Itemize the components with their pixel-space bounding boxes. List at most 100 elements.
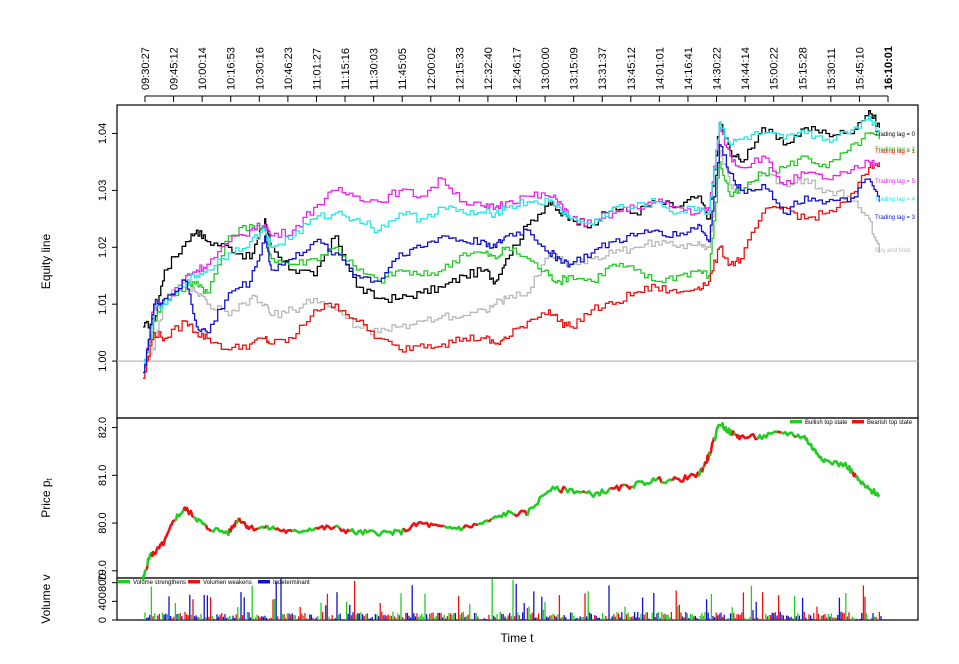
price-segment bbox=[192, 516, 207, 527]
time-tick-label: 09:45:12 bbox=[169, 47, 181, 90]
price-segment bbox=[780, 430, 796, 437]
equity-y-tick-label: 1.04 bbox=[97, 123, 109, 144]
time-tick-label: 10:00:14 bbox=[197, 47, 209, 90]
time-tick-label: 11:45:05 bbox=[397, 48, 409, 90]
equity-panel-frame bbox=[116, 104, 919, 419]
equity-line-trading-lag-5 bbox=[143, 127, 880, 374]
price-legend-swatch bbox=[852, 420, 864, 424]
time-tick-label: 13:45:12 bbox=[626, 47, 638, 90]
price-segment bbox=[150, 519, 176, 558]
price-y-tick-label: 80.0 bbox=[97, 512, 109, 533]
price-segment bbox=[795, 433, 854, 474]
time-tick-label: 11:15:16 bbox=[340, 48, 352, 90]
volume-legend-swatch bbox=[188, 580, 200, 584]
equity-y-axis-title: Equity line bbox=[39, 233, 53, 289]
time-tick-label: 13:15:09 bbox=[569, 47, 581, 90]
time-tick-label: 10:46:23 bbox=[283, 47, 295, 90]
time-tick-label: 14:30:22 bbox=[712, 47, 724, 90]
price-segment bbox=[146, 551, 154, 566]
time-tick-label: 12:46:17 bbox=[512, 47, 524, 90]
time-tick-label: 12:32:40 bbox=[483, 47, 495, 90]
time-tick-label: 14:44:14 bbox=[740, 47, 752, 90]
time-tick-label: 10:30:16 bbox=[254, 47, 266, 90]
price-segment bbox=[204, 524, 213, 533]
price-segment bbox=[525, 485, 561, 517]
price-segment bbox=[702, 465, 706, 469]
price-segment bbox=[712, 421, 734, 442]
time-tick-label: 16:10:01 bbox=[883, 46, 895, 90]
volume-y-tick-label: 0 bbox=[97, 617, 109, 623]
equity-y-tick-label: 1.03 bbox=[97, 180, 109, 201]
equity-line-trading-lag-1 bbox=[143, 161, 880, 379]
price-segment bbox=[315, 524, 336, 531]
equity-legend-label: Trading lag = 0 bbox=[875, 132, 916, 138]
time-tick-label: 10:16:53 bbox=[226, 47, 238, 90]
volume-legend: Volume strengthens Volumen weakens Indeter… bbox=[118, 580, 310, 586]
time-tick-label: 15:45:10 bbox=[854, 47, 866, 90]
equity-legend-label: Trading lag = 3 bbox=[875, 215, 916, 221]
time-tick-label: 14:01:01 bbox=[654, 47, 666, 90]
time-tick-label: 15:15:28 bbox=[797, 47, 809, 90]
price-segment bbox=[477, 519, 490, 526]
price-segment bbox=[756, 430, 777, 441]
volume-legend-swatch bbox=[118, 580, 130, 584]
time-tick-label: 11:01:27 bbox=[311, 48, 323, 90]
volume-legend-label: Volumen weakens bbox=[203, 580, 252, 586]
volume-legend-label: Indeterminant bbox=[273, 580, 310, 586]
time-tick-label: 12:00:02 bbox=[426, 47, 438, 90]
price-y-axis-subscript: t bbox=[45, 477, 54, 480]
price-segment bbox=[349, 527, 405, 537]
price-segment bbox=[141, 568, 148, 582]
time-tick-label: 12:15:33 bbox=[454, 47, 466, 90]
price-legend-swatch bbox=[790, 420, 802, 424]
price-segment bbox=[776, 430, 782, 434]
price-segment bbox=[671, 471, 700, 483]
time-tick-label: 13:00:00 bbox=[540, 47, 552, 90]
price-segment bbox=[145, 565, 149, 571]
equity-y-tick-label: 1.01 bbox=[97, 293, 109, 314]
price-segment bbox=[854, 474, 881, 498]
equity-line-trading-lag-3 bbox=[143, 144, 880, 374]
volume-y-tick-label: 800 bbox=[97, 573, 109, 591]
price-segment bbox=[291, 526, 317, 534]
time-tick-label: 15:00:22 bbox=[769, 47, 781, 90]
price-segment bbox=[211, 527, 231, 537]
equity-y-tick-label: 1.02 bbox=[97, 237, 109, 258]
price-segment bbox=[228, 520, 239, 533]
volume-legend-label: Volume strengthens bbox=[133, 580, 186, 586]
time-tick-label: 14:16:41 bbox=[683, 47, 695, 90]
price-segment bbox=[851, 471, 858, 479]
price-line bbox=[141, 421, 881, 582]
equity-y-tick-label: 1.00 bbox=[97, 350, 109, 371]
time-tick-label: 13:31:37 bbox=[597, 47, 609, 90]
price-legend-label: Bearish top state bbox=[867, 420, 913, 426]
price-y-axis-title: Price pt bbox=[39, 477, 54, 517]
equity-line-buy-and-hold bbox=[143, 149, 880, 362]
price-segment bbox=[700, 466, 705, 473]
price-legend: Bullish top state Bearish top state bbox=[790, 420, 913, 426]
price-segment bbox=[513, 509, 529, 518]
price-segment bbox=[564, 487, 584, 495]
time-tick-label: 11:30:03 bbox=[369, 48, 381, 90]
price-segment bbox=[558, 485, 567, 494]
price-segment bbox=[490, 510, 516, 521]
time-axis: 09:30:27 09:45:12 10:00:14 10:16:53 10:30:16… bbox=[140, 46, 895, 102]
time-tick-label: 15:30:11 bbox=[826, 48, 838, 90]
price-segment bbox=[730, 430, 736, 436]
price-segment bbox=[274, 527, 294, 534]
price-y-tick-label: 82.0 bbox=[97, 417, 109, 438]
price-segment bbox=[661, 478, 673, 485]
equity-legend-label: Buy and hold bbox=[875, 248, 910, 254]
price-segment bbox=[443, 524, 464, 532]
price-segment bbox=[793, 435, 797, 439]
price-segment bbox=[334, 524, 341, 529]
price-segment bbox=[462, 522, 479, 530]
price-segment bbox=[582, 490, 586, 494]
price-segment bbox=[624, 483, 633, 490]
time-tick-label: 09:30:27 bbox=[140, 47, 152, 90]
equity-y-axis: 1.00 1.01 1.02 1.03 1.04 Equity line bbox=[39, 123, 117, 372]
price-segment bbox=[735, 433, 758, 441]
